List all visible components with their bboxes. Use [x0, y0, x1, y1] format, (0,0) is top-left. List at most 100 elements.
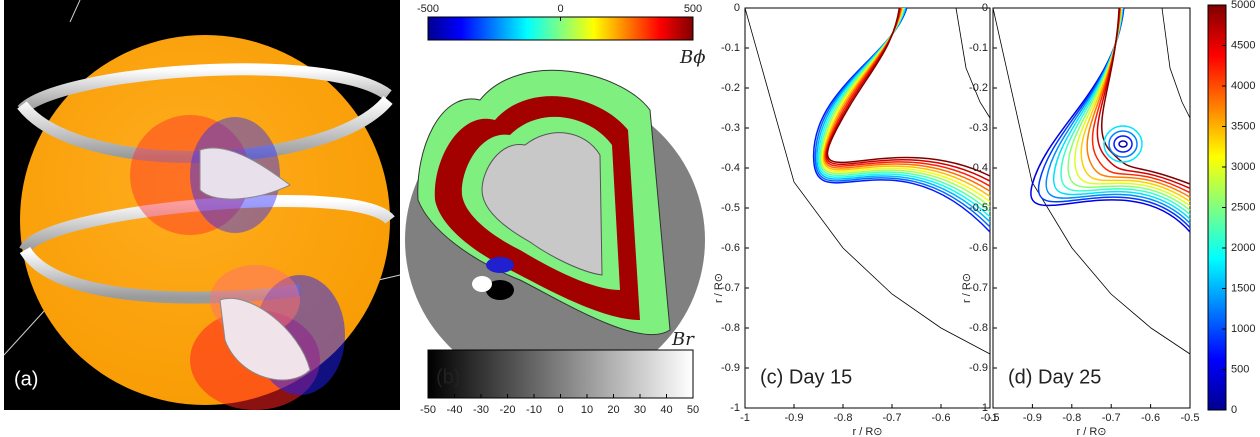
panel-b: Bϕ Br (b)	[405, 16, 706, 399]
colorbar-tick-label: -10	[526, 404, 542, 416]
flux-feature	[486, 280, 514, 300]
boundary-arc	[744, 7, 991, 355]
colorbar-tick-label: 10	[581, 404, 593, 416]
x-tick-label: -0.7	[883, 412, 902, 424]
x-tick-label: -1	[988, 412, 998, 424]
box-edge	[3, 309, 46, 356]
x-tick-label: -0.9	[1023, 412, 1042, 424]
x-axis-label: r / R⊙	[1077, 426, 1107, 437]
x-tick-label: -0.7	[1102, 412, 1121, 424]
y-tick-label: -1	[730, 402, 740, 414]
panel-label: (a)	[14, 368, 38, 390]
field-line	[1053, 7, 1191, 220]
y-tick-label: -0.2	[969, 82, 988, 94]
colorbar-tick-label: 40	[660, 404, 672, 416]
colorbar-tick-label: -500	[417, 3, 439, 15]
colorbar-label: Bϕ	[679, 47, 706, 68]
y-tick-label: 0	[982, 2, 988, 14]
colorbar-tick-label: 3000	[1231, 161, 1255, 173]
colorbar-tick-label: 500	[1231, 363, 1249, 375]
colorbar-tick-label: -50	[420, 404, 436, 416]
y-tick-label: -0.5	[721, 202, 740, 214]
y-tick-label: -0.4	[721, 162, 740, 174]
y-axis-label: r / R⊙	[713, 273, 725, 303]
field-loop	[1118, 140, 1128, 148]
field-loop	[1103, 125, 1143, 163]
boundary-arc	[1161, 7, 1191, 119]
box-edge	[69, 0, 81, 23]
y-tick-label: -0.1	[969, 42, 988, 54]
panel-label: (c) Day 15	[760, 366, 852, 388]
panel-label: (b)	[436, 366, 460, 388]
y-tick-label: -0.5	[969, 202, 988, 214]
colorbar-tick-label: 20	[607, 404, 619, 416]
flux-rope	[219, 298, 311, 381]
colorbar-tick-label: -40	[447, 404, 463, 416]
y-tick-label: -0.7	[969, 282, 988, 294]
field-line	[1030, 7, 1191, 233]
panel-d	[992, 7, 1191, 409]
field-lines	[812, 7, 991, 233]
flux-feature	[486, 257, 514, 273]
colorbar-tick-label: 4500	[1231, 39, 1255, 51]
colorbar-tick-label: 5000	[1231, 0, 1255, 11]
field-loop	[1113, 135, 1133, 153]
x-tick-label: -0.5	[981, 412, 1000, 424]
field-line	[1060, 7, 1191, 216]
y-tick-label: 0	[734, 2, 740, 14]
flux-feature	[472, 276, 492, 292]
y-tick-label: -0.8	[721, 322, 740, 334]
y-tick-label: -0.6	[969, 242, 988, 254]
colorbar-tick-label: 0	[557, 3, 563, 15]
flux-shell	[130, 115, 250, 235]
flux-tube	[19, 195, 395, 254]
y-tick-label: -0.7	[721, 282, 740, 294]
colorbar-tick-label: 0	[557, 404, 563, 416]
y-tick-label: -0.3	[969, 122, 988, 134]
y-axis-label: r / R⊙	[961, 273, 973, 303]
y-tick-label: -0.8	[969, 322, 988, 334]
x-tick-label: -1	[740, 412, 750, 424]
x-tick-label: -0.8	[1062, 412, 1081, 424]
panel-c	[744, 7, 991, 409]
y-tick-label: -0.9	[721, 362, 740, 374]
y-tick-label: -0.2	[721, 82, 740, 94]
colorbar-tick-label: -30	[473, 404, 489, 416]
colorbar-tick-label: 2500	[1231, 201, 1255, 213]
colorbar-tick-label: 4000	[1231, 80, 1255, 92]
y-tick-label: -0.6	[721, 242, 740, 254]
colorbar-tick-label: 50	[687, 404, 699, 416]
x-tick-label: -0.5	[1181, 412, 1200, 424]
flux-tube	[17, 63, 392, 115]
field-lines	[1030, 7, 1191, 233]
field-line	[826, 7, 991, 177]
y-tick-label: -0.1	[721, 42, 740, 54]
x-tick-label: -0.8	[834, 412, 853, 424]
panel-label: (d) Day 25	[1008, 366, 1101, 388]
y-tick-label: -0.9	[969, 362, 988, 374]
colorbar-tick-label: 2000	[1231, 242, 1255, 254]
y-tick-label: -0.4	[969, 162, 988, 174]
colorbar-tick-label: 0	[1231, 404, 1237, 416]
y-tick-label: -1	[978, 402, 988, 414]
colorbar-tick-label: 500	[684, 3, 702, 15]
colorbar-label: Br	[671, 329, 695, 350]
boundary-arc	[955, 7, 991, 119]
x-tick-label: -0.6	[1141, 412, 1160, 424]
colorbar-tick-label: 30	[634, 404, 646, 416]
x-tick-label: -0.9	[785, 412, 804, 424]
field-loop	[1108, 130, 1138, 158]
colorbar-tick-label: 1000	[1231, 323, 1255, 335]
field-line	[1067, 7, 1191, 211]
plot-frame	[992, 7, 1191, 409]
x-axis-label: r / R⊙	[853, 426, 883, 437]
colorbar-tick-label: 3500	[1231, 120, 1255, 132]
colorbar	[427, 349, 694, 399]
colorbar-tick-label: 1500	[1231, 282, 1255, 294]
y-tick-label: -0.3	[721, 122, 740, 134]
flux-rope	[199, 147, 291, 200]
boundary-arc	[992, 7, 1191, 355]
x-tick-label: -0.6	[932, 412, 951, 424]
